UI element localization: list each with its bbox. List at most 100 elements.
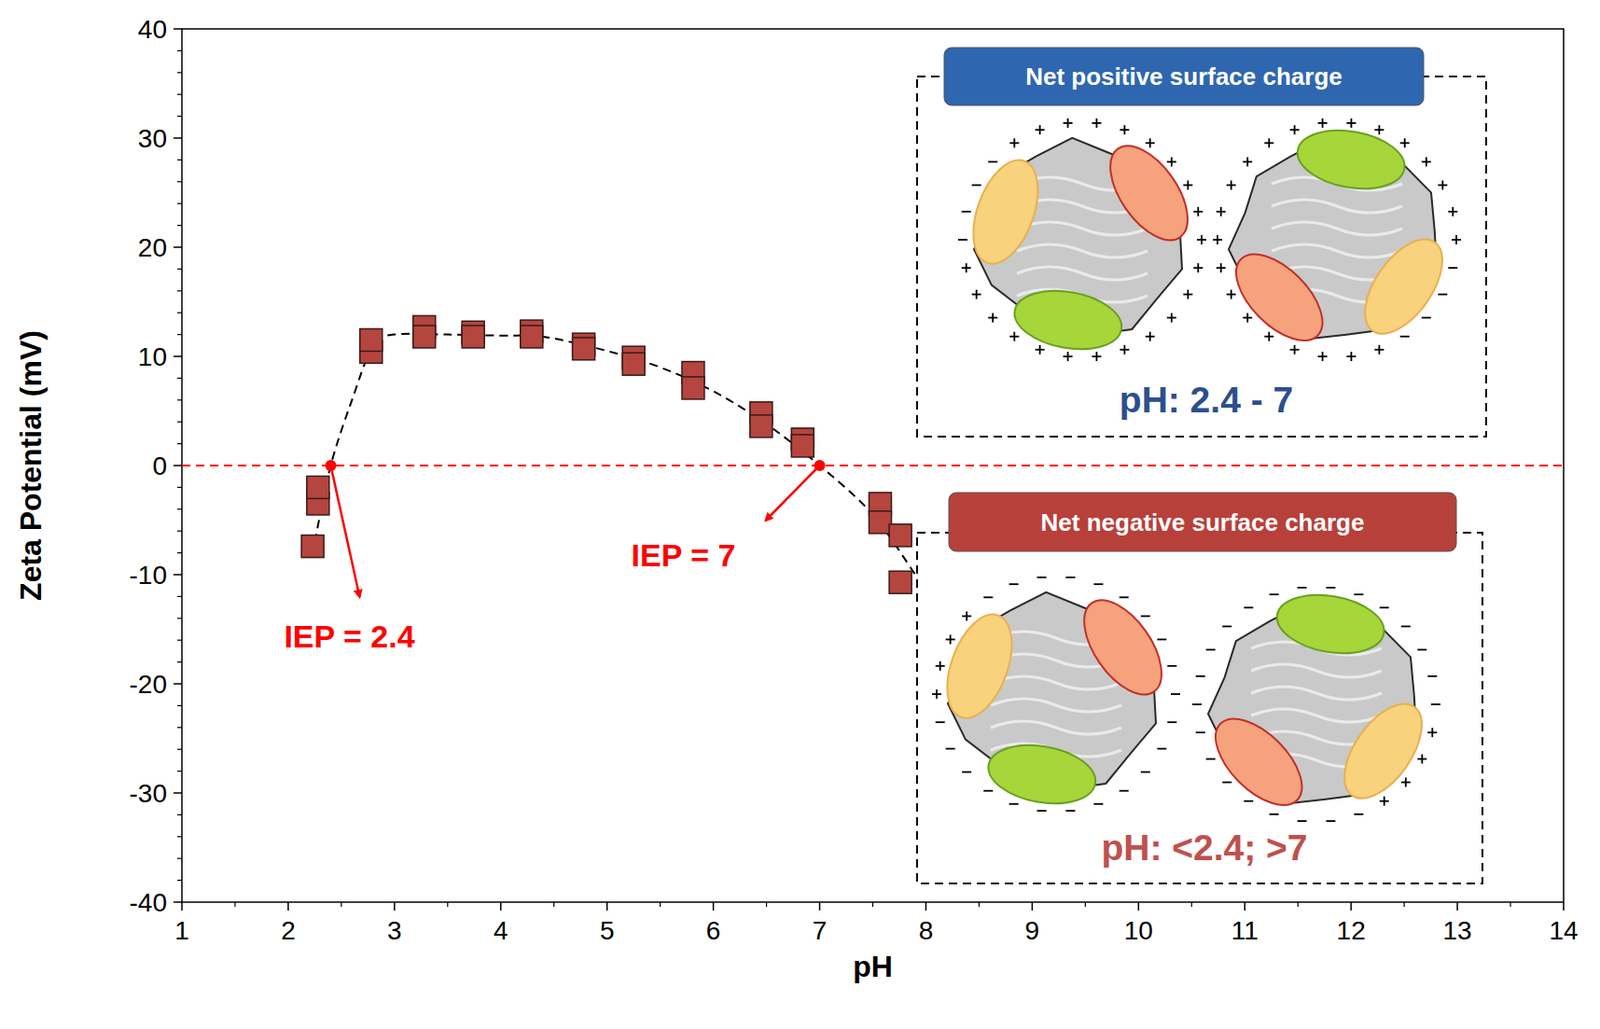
minus-sign bbox=[1269, 593, 1280, 596]
minus-sign bbox=[1065, 576, 1075, 579]
minus-sign bbox=[1243, 606, 1253, 609]
plus-sign bbox=[1246, 313, 1249, 323]
y-minor-tick bbox=[177, 443, 182, 445]
x-minor-tick bbox=[978, 902, 980, 907]
y-tick bbox=[173, 355, 182, 358]
plus-sign bbox=[1123, 345, 1126, 355]
y-minor-tick bbox=[177, 312, 182, 314]
minus-sign bbox=[1417, 649, 1427, 652]
minus-sign bbox=[1222, 626, 1232, 628]
minus-sign bbox=[1009, 803, 1019, 806]
minus-sign bbox=[983, 596, 993, 599]
minus-sign bbox=[1325, 586, 1336, 589]
plus-sign bbox=[965, 263, 968, 273]
plus-sign bbox=[935, 689, 938, 699]
minus-sign bbox=[1156, 639, 1167, 641]
plus-sign bbox=[1293, 345, 1296, 355]
chart: 1234567891011121314-40-30-20-10010203040… bbox=[0, 0, 1600, 1029]
data-point bbox=[681, 376, 705, 400]
plus-sign bbox=[1425, 156, 1428, 167]
x-minor-tick bbox=[1191, 902, 1193, 907]
plus-sign bbox=[1170, 313, 1173, 323]
plus-sign bbox=[939, 661, 942, 671]
data-point bbox=[791, 434, 814, 458]
minus-sign bbox=[1400, 335, 1410, 338]
plus-sign bbox=[1404, 138, 1406, 148]
y-axis-title: Zeta Potential (mV) bbox=[13, 330, 48, 601]
minus-sign bbox=[961, 771, 972, 774]
minus-sign bbox=[1037, 576, 1047, 579]
x-minor-tick bbox=[553, 902, 555, 907]
inset: Net negative surface chargepH: <2.4; >7 bbox=[917, 492, 1483, 884]
plus-sign bbox=[1230, 290, 1233, 300]
particle-patch bbox=[984, 737, 1101, 811]
minus-sign bbox=[1353, 813, 1364, 816]
minus-sign bbox=[987, 161, 998, 164]
particle-texture bbox=[1271, 199, 1403, 213]
x-tick bbox=[1562, 902, 1565, 911]
y-minor-tick bbox=[177, 159, 182, 161]
y-minor-tick bbox=[177, 617, 182, 619]
x-tick bbox=[712, 902, 715, 911]
minus-sign bbox=[1379, 606, 1390, 609]
inset-frame bbox=[917, 532, 1483, 884]
plus-sign bbox=[1067, 118, 1070, 128]
x-tick-label: 6 bbox=[706, 916, 722, 946]
minus-sign bbox=[1140, 771, 1151, 774]
x-tick bbox=[500, 902, 502, 911]
plus-sign bbox=[1220, 207, 1223, 217]
y-minor-tick bbox=[177, 640, 182, 641]
plus-sign bbox=[1170, 156, 1173, 167]
plus-sign bbox=[1186, 290, 1189, 300]
y-tick bbox=[173, 573, 182, 576]
plus-sign bbox=[1431, 727, 1434, 738]
minus-sign bbox=[1206, 649, 1216, 652]
particle-texture bbox=[1016, 244, 1148, 258]
particle-texture bbox=[1016, 266, 1148, 280]
minus-sign bbox=[1009, 583, 1019, 585]
particle-patch bbox=[1329, 690, 1438, 811]
y-tick-label: -20 bbox=[129, 669, 167, 699]
minus-sign bbox=[1119, 596, 1129, 599]
y-tick-label: 40 bbox=[138, 14, 167, 44]
minus-sign bbox=[1192, 703, 1202, 706]
plus-sign bbox=[1350, 351, 1353, 362]
y-minor-tick bbox=[177, 94, 182, 96]
x-tick-label: 13 bbox=[1442, 916, 1472, 946]
plus-sign bbox=[1350, 118, 1353, 128]
minus-sign bbox=[1170, 693, 1181, 696]
y-minor-tick bbox=[177, 290, 182, 292]
particle-patch bbox=[1272, 586, 1390, 661]
particle-texture bbox=[1271, 244, 1403, 258]
x-tick bbox=[1243, 902, 1246, 911]
y-minor-tick bbox=[177, 333, 182, 335]
minus-sign bbox=[1222, 781, 1232, 784]
minus-sign bbox=[1297, 586, 1308, 589]
plus-sign bbox=[1196, 207, 1199, 217]
data-point bbox=[868, 511, 891, 534]
x-minor-tick bbox=[446, 902, 448, 907]
minus-sign bbox=[1431, 703, 1441, 706]
plus-sign bbox=[1149, 138, 1152, 148]
plus-sign bbox=[1200, 235, 1203, 245]
x-tick bbox=[1031, 902, 1034, 911]
x-tick-label: 11 bbox=[1231, 916, 1259, 946]
x-tick bbox=[393, 902, 396, 911]
inset-title-box bbox=[944, 47, 1424, 106]
minus-sign bbox=[1427, 675, 1437, 678]
minus-sign bbox=[1243, 800, 1253, 803]
particle-texture bbox=[1251, 709, 1382, 723]
particle-patch bbox=[1010, 282, 1127, 357]
particle-texture bbox=[1251, 686, 1382, 700]
particle-patch bbox=[1349, 225, 1459, 347]
reference-line bbox=[181, 464, 1564, 467]
inset-range-label: pH: <2.4; >7 bbox=[1100, 827, 1308, 868]
plus-sign bbox=[1321, 118, 1324, 128]
y-minor-tick bbox=[177, 115, 182, 117]
minus-sign bbox=[1065, 809, 1075, 812]
x-axis-title: pH bbox=[852, 949, 893, 984]
minus-sign bbox=[1167, 721, 1177, 724]
minus-sign bbox=[1037, 809, 1047, 812]
plus-sign bbox=[975, 290, 978, 300]
plus-sign bbox=[1246, 156, 1249, 167]
